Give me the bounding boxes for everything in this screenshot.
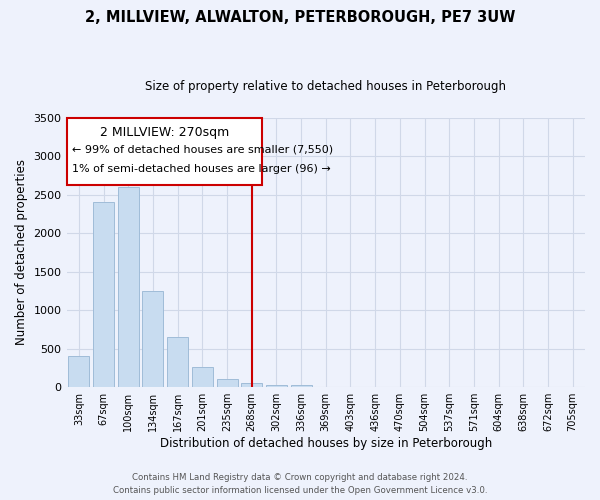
Bar — [68, 356, 89, 387]
Bar — [142, 291, 163, 387]
X-axis label: Distribution of detached houses by size in Peterborough: Distribution of detached houses by size … — [160, 437, 492, 450]
Bar — [241, 383, 262, 387]
Bar — [290, 385, 311, 387]
Bar — [118, 187, 139, 387]
Bar — [167, 337, 188, 387]
Text: ← 99% of detached houses are smaller (7,550): ← 99% of detached houses are smaller (7,… — [72, 144, 333, 154]
Title: Size of property relative to detached houses in Peterborough: Size of property relative to detached ho… — [145, 80, 506, 93]
Bar — [217, 378, 238, 387]
Text: 2, MILLVIEW, ALWALTON, PETERBOROUGH, PE7 3UW: 2, MILLVIEW, ALWALTON, PETERBOROUGH, PE7… — [85, 10, 515, 25]
Y-axis label: Number of detached properties: Number of detached properties — [15, 160, 28, 346]
FancyBboxPatch shape — [67, 118, 262, 185]
Bar — [192, 367, 213, 387]
Text: 2 MILLVIEW: 270sqm: 2 MILLVIEW: 270sqm — [100, 126, 229, 139]
Bar — [93, 202, 114, 387]
Bar — [266, 384, 287, 387]
Text: Contains HM Land Registry data © Crown copyright and database right 2024.
Contai: Contains HM Land Registry data © Crown c… — [113, 474, 487, 495]
Text: 1% of semi-detached houses are larger (96) →: 1% of semi-detached houses are larger (9… — [72, 164, 331, 173]
